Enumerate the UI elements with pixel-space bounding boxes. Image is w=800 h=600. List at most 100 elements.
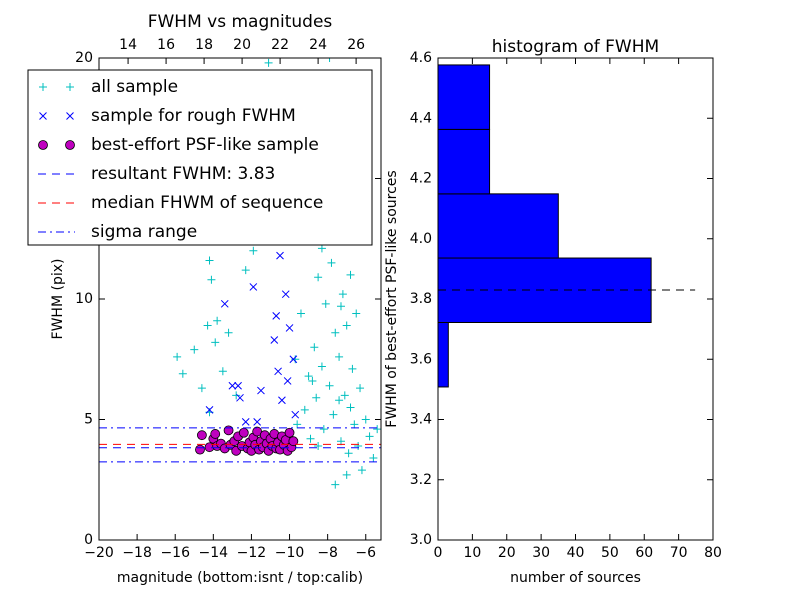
x-tick-label: 0 — [434, 545, 443, 561]
point — [338, 290, 347, 299]
point-glyph — [348, 364, 357, 373]
point-glyph — [357, 466, 366, 475]
point — [66, 83, 74, 91]
point — [173, 352, 182, 361]
x-tick-label: −12 — [237, 545, 267, 561]
point-glyph — [283, 377, 292, 385]
point — [197, 384, 206, 393]
point — [325, 381, 334, 390]
point-glyph — [190, 345, 199, 354]
point — [241, 418, 250, 426]
x-tick-label: −16 — [160, 545, 190, 561]
legend-label: median FHWM of sequence — [91, 193, 323, 213]
x2-tick-label: 22 — [271, 37, 289, 53]
point — [319, 425, 328, 434]
x-tick-label: −18 — [122, 545, 152, 561]
y-tick-label: 4.2 — [410, 171, 432, 187]
point — [335, 396, 344, 405]
point — [365, 432, 374, 441]
y-tick-label: 3.6 — [410, 351, 432, 367]
point — [284, 427, 295, 438]
point-glyph — [270, 336, 279, 344]
point-glyph — [361, 415, 370, 424]
point-glyph — [211, 338, 220, 347]
point-glyph — [342, 321, 351, 330]
point — [300, 405, 309, 414]
point-glyph — [249, 283, 258, 291]
point — [314, 442, 323, 451]
point — [344, 449, 353, 458]
point-glyph — [369, 454, 378, 463]
point-glyph — [308, 376, 317, 385]
point — [348, 364, 357, 373]
point — [331, 480, 340, 489]
point-glyph — [331, 328, 340, 337]
point-glyph — [300, 405, 309, 414]
point — [308, 376, 317, 385]
y-tick-label: 4.4 — [410, 110, 432, 126]
point — [361, 415, 370, 424]
point — [285, 324, 294, 332]
x-axis-label: magnitude (bottom:isnt / top:calib) — [117, 570, 363, 586]
point-glyph — [224, 328, 233, 337]
point — [274, 367, 282, 376]
point — [346, 270, 355, 279]
point-glyph — [304, 372, 313, 381]
point — [357, 466, 366, 475]
x-tick-label: 50 — [601, 545, 619, 561]
x-tick-label: −6 — [355, 545, 376, 561]
y-tick-label: 4.6 — [410, 50, 432, 66]
point — [196, 430, 207, 441]
point-glyph — [314, 273, 323, 282]
point — [241, 266, 250, 275]
point-glyph — [232, 391, 241, 400]
point — [264, 58, 273, 67]
point — [210, 429, 221, 439]
point — [205, 256, 214, 265]
point-glyph — [338, 290, 347, 299]
point — [335, 352, 344, 361]
point-glyph — [241, 418, 250, 426]
point-glyph — [342, 470, 351, 479]
x2-tick-label: 24 — [309, 37, 327, 53]
x-tick-label: 60 — [635, 545, 653, 561]
point-glyph — [312, 393, 321, 402]
point — [236, 393, 244, 402]
chart-title: FWHM vs magnitudes — [148, 12, 333, 32]
point-glyph — [281, 290, 290, 299]
x2-tick-label: 16 — [157, 37, 175, 53]
x-tick-label: −10 — [275, 545, 305, 561]
point-glyph — [205, 256, 214, 265]
point-glyph — [274, 367, 282, 376]
point-glyph — [220, 299, 229, 308]
point-glyph — [278, 396, 286, 405]
point-glyph — [173, 352, 182, 361]
y-axis-label: FWHM of best-effort PSF-like sources — [384, 170, 400, 427]
point — [238, 427, 249, 438]
x2-tick-label: 18 — [195, 37, 213, 53]
point-glyph — [241, 266, 250, 275]
point — [39, 112, 47, 120]
point-glyph — [325, 381, 334, 390]
y-tick-label: 5 — [84, 412, 93, 428]
point-glyph — [66, 112, 74, 120]
x-tick-label: −8 — [317, 545, 338, 561]
point-glyph — [276, 251, 284, 260]
point — [342, 321, 351, 330]
point — [65, 140, 75, 150]
point — [257, 386, 265, 395]
y-tick-label: 0 — [84, 532, 93, 548]
point-glyph — [272, 312, 281, 320]
point — [317, 244, 326, 253]
legend: all sample sample for rough FWHM best-effo… — [27, 69, 373, 246]
point-glyph — [346, 403, 355, 412]
point — [211, 338, 220, 347]
y-tick-label: 3.4 — [410, 412, 432, 428]
point — [283, 377, 292, 385]
bar — [437, 193, 559, 259]
legend-label: resultant FWHM: 3.83 — [91, 164, 275, 184]
point-glyph — [218, 367, 227, 376]
point — [356, 384, 365, 393]
point — [340, 391, 349, 400]
